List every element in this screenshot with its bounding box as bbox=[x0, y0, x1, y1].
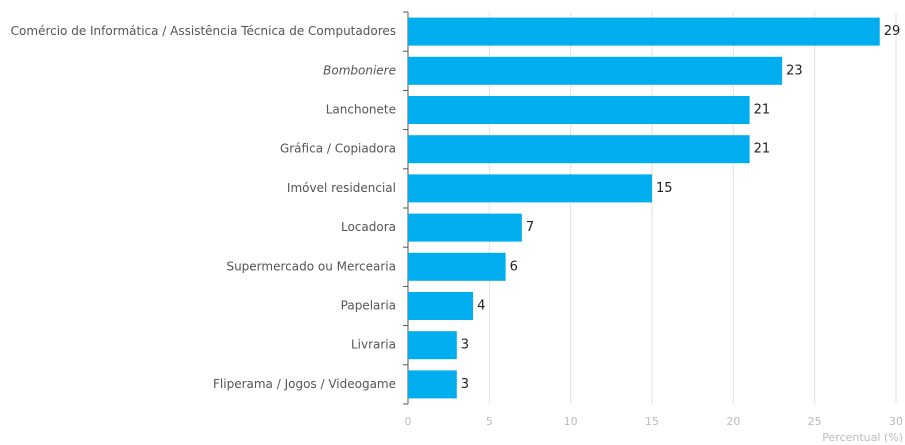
x-tick-label: 25 bbox=[808, 415, 822, 428]
value-label: 3 bbox=[461, 338, 469, 353]
y-tick-label: Imóvel residencial bbox=[287, 181, 396, 195]
y-tick-label: Locadora bbox=[341, 220, 396, 234]
bar bbox=[408, 135, 750, 164]
value-label: 6 bbox=[510, 259, 518, 274]
y-tick-label: Livraria bbox=[351, 338, 396, 352]
y-tick-label: Bomboniere bbox=[323, 63, 396, 77]
y-tick-label: Gráfica / Copiadora bbox=[280, 142, 396, 156]
bar bbox=[408, 174, 652, 203]
bar bbox=[408, 17, 880, 46]
bar bbox=[408, 56, 783, 85]
value-label: 7 bbox=[526, 220, 534, 235]
value-label: 4 bbox=[477, 299, 485, 314]
bar bbox=[408, 331, 457, 360]
bar bbox=[408, 370, 457, 399]
x-tick-label: 10 bbox=[564, 415, 578, 428]
bar bbox=[408, 213, 522, 242]
x-tick-label: 0 bbox=[405, 415, 412, 428]
x-tick-label: 15 bbox=[645, 415, 659, 428]
y-tick-label: Fliperama / Jogos / Videogame bbox=[213, 377, 396, 391]
x-tick-label: 5 bbox=[486, 415, 493, 428]
x-tick-label: 30 bbox=[889, 415, 903, 428]
y-tick-label: Supermercado ou Mercearia bbox=[226, 259, 396, 273]
y-tick-label: Lanchonete bbox=[326, 103, 396, 117]
value-label: 21 bbox=[754, 142, 771, 157]
bar bbox=[408, 252, 506, 281]
value-label: 21 bbox=[754, 103, 771, 118]
x-tick-label: 20 bbox=[726, 415, 740, 428]
value-label: 29 bbox=[884, 24, 901, 39]
x-axis-label: Percentual (%) bbox=[822, 431, 903, 444]
bar bbox=[408, 292, 474, 320]
bar bbox=[408, 96, 750, 124]
y-tick-label: Papelaria bbox=[341, 299, 396, 313]
y-tick-label: Comércio de Informática / Assistência Té… bbox=[11, 24, 396, 38]
value-label: 3 bbox=[461, 377, 469, 392]
value-label: 23 bbox=[786, 63, 803, 78]
value-label: 15 bbox=[656, 181, 673, 196]
